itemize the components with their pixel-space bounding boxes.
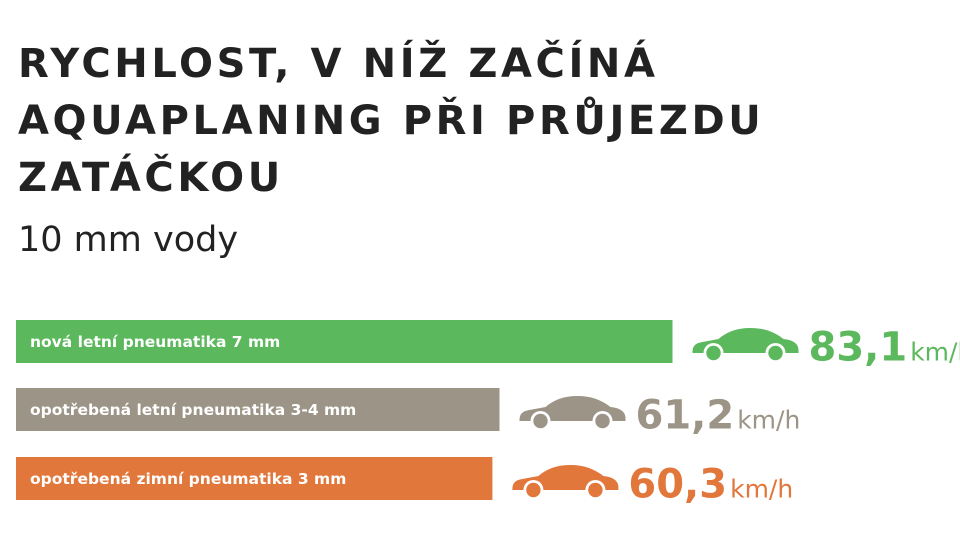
bar-row: opotřebená zimní pneumatika 3 mm 60,3 km/h xyxy=(16,457,793,508)
title-line-2: AQUAPLANING PŘI PRŮJEZDU xyxy=(18,98,765,144)
car-icon xyxy=(519,396,626,429)
car-icon xyxy=(692,328,799,361)
bar-row: nová letní pneumatika 7 mm 83,1km/h xyxy=(16,320,960,371)
value-unit: km/h xyxy=(730,475,793,504)
chart-subtitle: 10 mm vody xyxy=(18,220,239,260)
title-line-3: ZATÁČKOU xyxy=(18,155,284,201)
bar-chart: nová letní pneumatika 7 mm83,1km/hopotře… xyxy=(16,320,960,508)
bar-label: opotřebená letní pneumatika 3-4 mm xyxy=(30,401,356,419)
bar xyxy=(16,457,493,500)
chart-title: RYCHLOST, V NÍŽ ZAČÍNÁ AQUAPLANING PŘI P… xyxy=(18,36,918,207)
value-number: 83,1 xyxy=(809,325,908,371)
bar-label: opotřebená zimní pneumatika 3 mm xyxy=(30,470,346,488)
value-number: 60,3 xyxy=(628,462,727,508)
bar xyxy=(16,320,673,363)
value-label: 83,1km/h xyxy=(809,325,960,371)
bar-label: nová letní pneumatika 7 mm xyxy=(30,333,280,351)
value-unit: km/h xyxy=(910,338,960,367)
bar xyxy=(16,388,500,431)
car-icon xyxy=(512,465,619,498)
value-unit: km/h xyxy=(737,406,800,435)
title-line-1: RYCHLOST, V NÍŽ ZAČÍNÁ xyxy=(18,41,659,87)
value-label: 61,2 km/h xyxy=(636,393,801,439)
value-label: 60,3 km/h xyxy=(628,462,793,508)
value-number: 61,2 xyxy=(636,393,735,439)
bar-row: opotřebená letní pneumatika 3-4 mm 61,2 km… xyxy=(16,388,800,439)
